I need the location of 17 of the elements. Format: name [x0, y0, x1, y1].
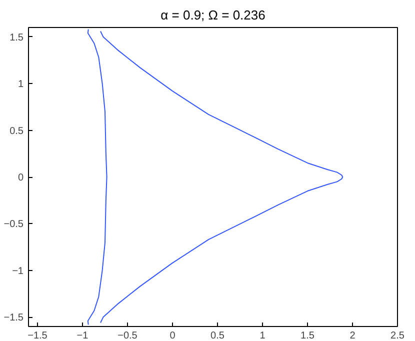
- x-tick-label: 0.5: [210, 330, 225, 341]
- y-tick-label: −0.5: [4, 219, 24, 230]
- x-tick-label: 2: [350, 330, 356, 341]
- y-tick-label: −1.5: [4, 312, 24, 324]
- x-tick-label: 1: [260, 330, 266, 341]
- x-tick-label: −0.5: [118, 330, 138, 341]
- y-tick-label: 0: [18, 172, 24, 184]
- y-tick-label: 1: [18, 79, 24, 90]
- x-tick-label: 1.5: [300, 330, 315, 341]
- x-tick-label: 0: [170, 330, 176, 341]
- y-tick-label: 0.5: [10, 126, 24, 137]
- y-tick-label: 1.5: [10, 32, 24, 44]
- x-tick-label: 2.5: [390, 330, 405, 341]
- y-tick-label: −1: [12, 266, 24, 277]
- x-tick-label: −1.5: [28, 330, 48, 341]
- chart-title: α = 0.9; Ω = 0.236: [160, 8, 266, 22]
- x-tick-label: −1: [76, 330, 89, 341]
